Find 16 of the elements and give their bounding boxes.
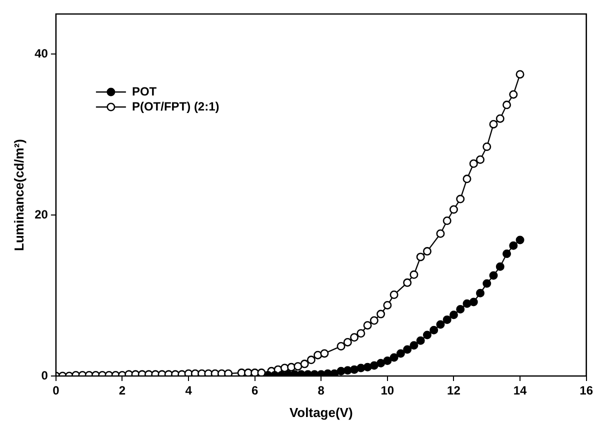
x-tick-label: 10 xyxy=(380,384,394,398)
x-tick-label: 8 xyxy=(318,384,325,398)
y-tick-label: 0 xyxy=(41,368,48,382)
x-tick-label: 14 xyxy=(513,384,528,398)
legend-label: POT xyxy=(132,84,158,98)
y-tick-label: 20 xyxy=(34,207,48,222)
x-tick-label: 0 xyxy=(52,384,60,398)
x-tick-label: 6 xyxy=(251,384,258,398)
x-tick-label: 2 xyxy=(118,384,126,398)
y-axis-title: Luminance(cd/m²) xyxy=(11,139,26,251)
y-tick-label: 40 xyxy=(34,46,48,61)
x-tick-label: 4 xyxy=(185,384,192,398)
x-tick-label: 16 xyxy=(580,384,594,398)
x-axis-title: Voltage(V) xyxy=(289,404,353,420)
legend-label: P(OT/FPT) (2:1) xyxy=(132,99,220,114)
x-tick-label: 12 xyxy=(447,384,461,398)
